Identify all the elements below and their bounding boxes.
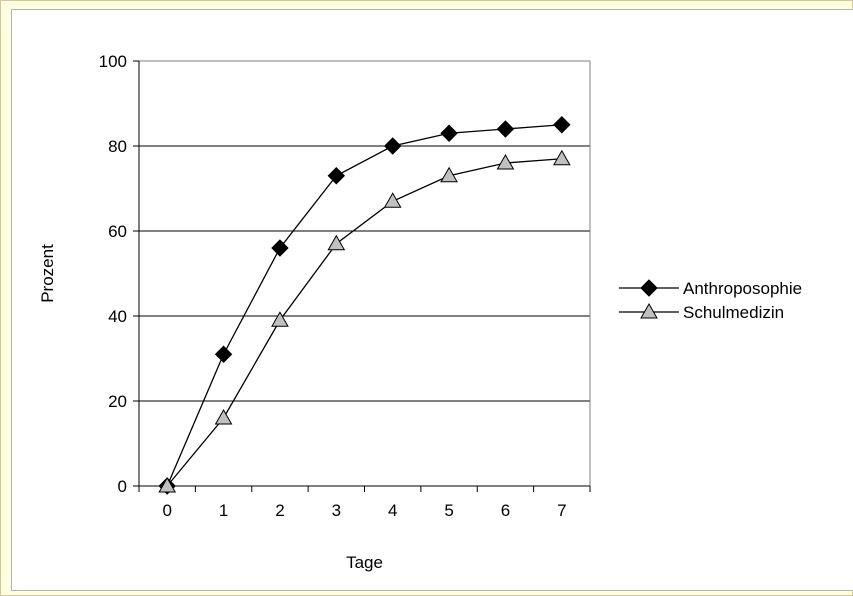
legend-label: Schulmedizin xyxy=(683,303,784,322)
plot-area xyxy=(138,60,591,487)
data-point xyxy=(383,192,402,208)
axes: 0 20 40 60 80 100 0 1 2 3 4 5 6 7 xyxy=(99,52,591,520)
series-line xyxy=(166,158,562,487)
y-tick-label: 80 xyxy=(108,137,127,156)
legend-marker xyxy=(640,302,658,319)
series xyxy=(158,116,571,495)
data-point xyxy=(214,345,233,363)
y-tick-label: 60 xyxy=(108,222,127,241)
legend-item: Anthroposophie xyxy=(619,279,802,298)
grid-lines xyxy=(139,60,590,402)
y-tick-label: 100 xyxy=(99,52,127,71)
data-point xyxy=(271,239,289,257)
data-point xyxy=(327,234,346,251)
series-anthroposophie xyxy=(158,116,571,495)
x-tick-label: 6 xyxy=(501,501,510,520)
x-tick-label: 3 xyxy=(332,501,341,520)
legend-item: Schulmedizin xyxy=(619,302,784,322)
y-tick-label: 40 xyxy=(108,307,127,326)
data-point xyxy=(552,149,571,166)
x-axis-label: Tage xyxy=(346,553,383,572)
data-point xyxy=(553,116,571,134)
data-point xyxy=(440,166,458,183)
data-point xyxy=(327,167,346,185)
x-tick-label: 0 xyxy=(162,501,171,520)
x-tick-label: 1 xyxy=(219,501,228,520)
y-axis-label: Prozent xyxy=(38,244,57,303)
y-tick-label: 20 xyxy=(108,392,127,411)
legend-marker xyxy=(640,279,658,297)
data-point xyxy=(214,408,233,425)
legend: Anthroposophie Schulmedizin xyxy=(619,279,802,322)
data-point xyxy=(496,120,515,138)
series-schulmedizin xyxy=(158,149,571,493)
legend-label: Anthroposophie xyxy=(683,279,802,298)
data-point xyxy=(383,137,402,155)
x-tick-label: 4 xyxy=(388,501,397,520)
data-point xyxy=(271,311,289,327)
x-tick-label: 2 xyxy=(275,501,284,520)
series-line xyxy=(166,124,562,487)
data-point xyxy=(440,124,458,142)
data-point xyxy=(496,153,515,170)
chart-area xyxy=(11,9,853,591)
y-tick-label: 0 xyxy=(118,477,127,496)
x-tick-label: 5 xyxy=(444,501,453,520)
x-tick-label: 7 xyxy=(557,501,566,520)
data-point xyxy=(158,476,177,493)
